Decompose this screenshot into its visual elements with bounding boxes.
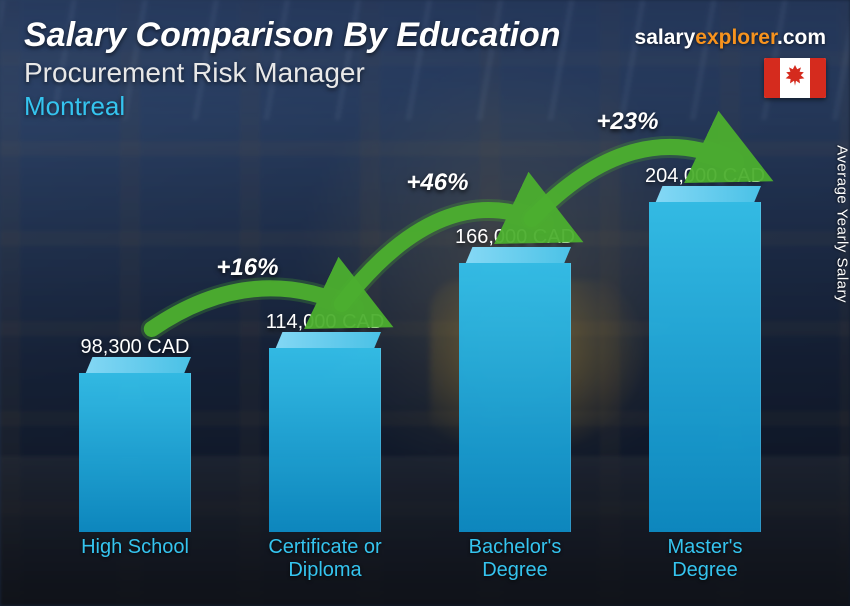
x-axis-labels: High SchoolCertificate orDiplomaBachelor…	[40, 536, 800, 588]
bar-chart: 98,300 CAD 114,000 CAD 166,000 CAD 204,000 …	[40, 158, 800, 588]
bars-container: 98,300 CAD 114,000 CAD 166,000 CAD 204,000 …	[40, 158, 800, 532]
bar-value-label: 98,300 CAD	[81, 336, 190, 359]
bar	[79, 373, 191, 532]
chart-title: Salary Comparison By Education	[24, 16, 561, 55]
brand-logo: salaryexplorer.com	[635, 26, 826, 50]
bar-value-label: 114,000 CAD	[266, 311, 385, 334]
bar	[649, 202, 761, 532]
bar-slot: 114,000 CAD	[230, 311, 420, 532]
bar-value-label: 166,000 CAD	[455, 226, 575, 249]
chart-location: Montreal	[24, 91, 561, 122]
x-axis-label: Master'sDegree	[610, 536, 800, 588]
brand-text-accent: explorer	[695, 26, 777, 49]
chart-subtitle: Procurement Risk Manager	[24, 57, 561, 89]
bar-slot: 204,000 CAD	[610, 165, 800, 532]
x-axis-label: Bachelor'sDegree	[420, 536, 610, 588]
header: Salary Comparison By Education Procureme…	[24, 16, 561, 122]
brand-text-main: salary	[635, 26, 696, 49]
bar-slot: 166,000 CAD	[420, 226, 610, 532]
x-axis-label: High School	[40, 536, 230, 588]
bar-value-label: 204,000 CAD	[645, 165, 765, 188]
bar-slot: 98,300 CAD	[40, 336, 230, 532]
bar	[269, 348, 381, 532]
x-axis-label: Certificate orDiploma	[230, 536, 420, 588]
flag-icon	[764, 58, 826, 98]
brand-text-suffix: .com	[777, 26, 826, 49]
bar	[459, 263, 571, 532]
y-axis-label: Average Yearly Salary	[834, 145, 850, 303]
